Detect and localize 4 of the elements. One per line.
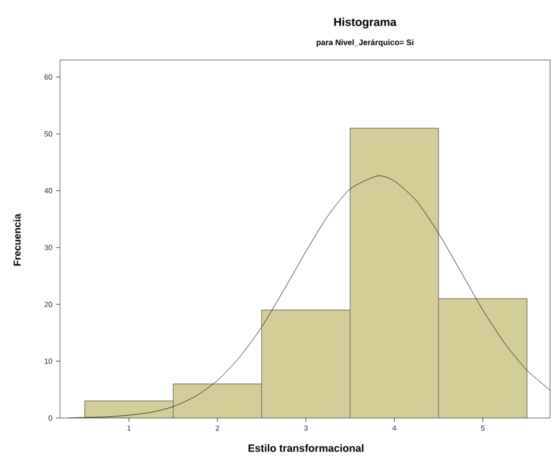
x-axis-title: Estilo transformacional — [248, 444, 364, 452]
chart-title: Histograma — [334, 18, 397, 28]
line-series — [66, 176, 550, 418]
y-axis-title: Frecuencia — [13, 214, 21, 266]
